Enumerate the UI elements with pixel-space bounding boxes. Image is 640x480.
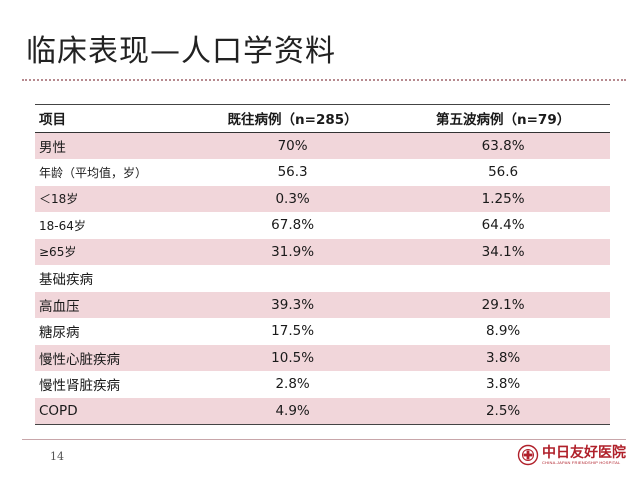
fifth-value: 8.9% [396,318,610,345]
row-label: 18-64岁 [35,212,189,239]
header-item: 项目 [35,104,189,133]
row-label: ≥65岁 [35,238,189,265]
prior-value: 70% [189,132,397,159]
row-label: COPD [35,397,189,425]
table-row: COPD 4.9% 2.5% [35,397,610,425]
table-row: 糖尿病 17.5% 8.9% [35,318,610,345]
table-row: ＜18岁 0.3% 1.25% [35,185,610,212]
fifth-value: 3.8% [396,371,610,398]
prior-value: 0.3% [189,185,397,212]
table-row: ≥65岁 31.9% 34.1% [35,238,610,265]
row-label: 男性 [35,132,189,159]
hospital-logo: 中日友好医院 CHINA-JAPAN FRIENDSHIP HOSPITAL [517,444,626,466]
fifth-value [396,265,610,292]
table-header-row: 项目 既往病例（n=285） 第五波病例（n=79） [35,104,610,133]
row-label: 慢性肾脏疾病 [35,371,189,398]
slide-title: 临床表现—人口学资料 [26,34,336,69]
hospital-emblem-icon [517,444,539,466]
row-label: 高血压 [35,291,189,318]
table-row: 年龄（平均值，岁） 56.3 56.6 [35,159,610,186]
prior-value: 31.9% [189,238,397,265]
prior-value: 4.9% [189,397,397,425]
prior-value: 56.3 [189,159,397,186]
fifth-value: 29.1% [396,291,610,318]
row-label: 年龄（平均值，岁） [35,159,189,186]
demographics-table: 项目 既往病例（n=285） 第五波病例（n=79） 男性 70% 63.8% … [35,104,610,425]
row-label: 慢性心脏疾病 [35,344,189,371]
table-row: 高血压 39.3% 29.1% [35,291,610,318]
row-label: 糖尿病 [35,318,189,345]
row-label: 基础疾病 [35,265,189,292]
footer-divider [22,439,626,440]
prior-value: 67.8% [189,212,397,239]
fifth-value: 1.25% [396,185,610,212]
table-row: 18-64岁 67.8% 64.4% [35,212,610,239]
table-row: 男性 70% 63.8% [35,132,610,159]
page-number: 14 [50,450,64,463]
prior-value: 2.8% [189,371,397,398]
fifth-value: 34.1% [396,238,610,265]
fifth-value: 63.8% [396,132,610,159]
hospital-name-english: CHINA-JAPAN FRIENDSHIP HOSPITAL [542,459,621,465]
header-fifth-wave-cases: 第五波病例（n=79） [396,104,610,133]
table-row: 慢性心脏疾病 10.5% 3.8% [35,344,610,371]
fifth-value: 64.4% [396,212,610,239]
header-prior-cases: 既往病例（n=285） [189,104,397,133]
fifth-value: 3.8% [396,344,610,371]
table-row: 慢性肾脏疾病 2.8% 3.8% [35,371,610,398]
fifth-value: 2.5% [396,397,610,425]
prior-value: 39.3% [189,291,397,318]
prior-value: 17.5% [189,318,397,345]
prior-value [189,265,397,292]
table-row: 基础疾病 [35,265,610,292]
prior-value: 10.5% [189,344,397,371]
hospital-name: 中日友好医院 [542,444,626,461]
row-label: ＜18岁 [35,185,189,212]
title-divider [22,79,626,81]
fifth-value: 56.6 [396,159,610,186]
